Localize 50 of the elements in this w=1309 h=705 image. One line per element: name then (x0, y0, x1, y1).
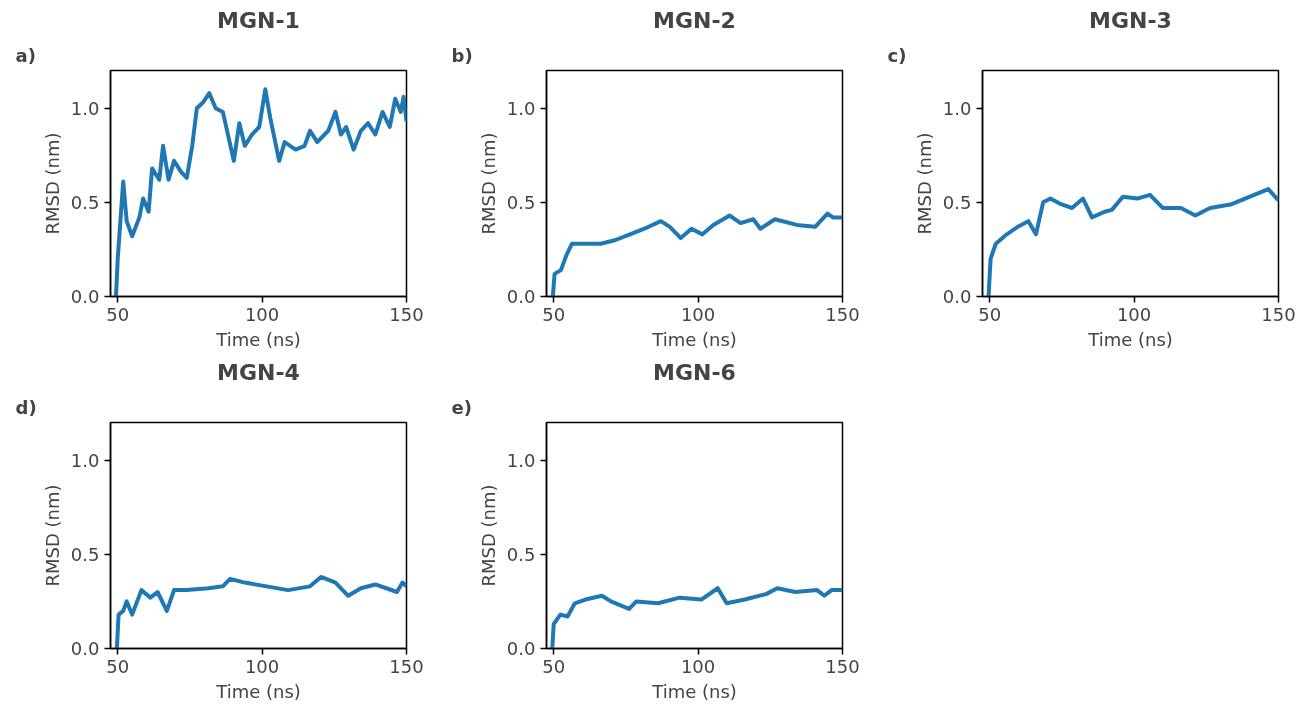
x-tick-label: 50 (106, 655, 130, 677)
x-tick-label: 150 (1261, 303, 1296, 325)
y-axis-title: RMSD (nm) (477, 132, 499, 235)
x-axis-title: Time (ns) (215, 680, 301, 702)
text: a) (15, 44, 36, 66)
chart-title: MGN-6 (653, 359, 736, 385)
chart-title: MGN-2 (653, 7, 736, 33)
x-tick-label: 150 (389, 655, 424, 677)
chart-title: MGN-4 (217, 359, 300, 385)
y-tick-label: 0.5 (942, 191, 972, 213)
y-tick-label: 1.0 (70, 449, 100, 471)
x-axis-title: Time (ns) (651, 680, 737, 702)
y-tick-label: 0.5 (506, 543, 536, 565)
y-tick-label: 0.5 (506, 191, 536, 213)
x-tick-label: 50 (542, 303, 566, 325)
y-axis-title: RMSD (nm) (41, 484, 63, 587)
y-axis-title: RMSD (nm) (477, 484, 499, 587)
y-tick-label: 0.0 (942, 286, 972, 307)
text: c) (887, 44, 907, 66)
x-tick-label: 50 (978, 303, 1002, 325)
y-tick-label: 0.0 (70, 638, 100, 659)
x-tick-label: 100 (244, 303, 280, 325)
x-tick-label: 100 (680, 303, 716, 325)
y-tick-label: 0.5 (70, 191, 100, 213)
x-tick-label: 50 (106, 303, 130, 325)
y-tick-label: 0.0 (506, 286, 536, 307)
x-axis-title: Time (ns) (215, 328, 301, 350)
text: e) (451, 396, 472, 418)
x-tick-label: 50 (542, 655, 566, 677)
x-tick-label: 100 (680, 655, 716, 677)
y-tick-label: 1.0 (942, 97, 972, 119)
chart-title: MGN-3 (1089, 7, 1172, 33)
x-axis-title: Time (ns) (1087, 328, 1173, 350)
x-tick-label: 100 (1116, 303, 1152, 325)
x-tick-label: 100 (244, 655, 280, 677)
y-axis-title: RMSD (nm) (913, 132, 935, 235)
y-tick-label: 1.0 (506, 97, 536, 119)
y-axis-title: RMSD (nm) (41, 132, 63, 235)
y-tick-label: 1.0 (70, 97, 100, 119)
text: d) (15, 396, 37, 418)
x-tick-label: 150 (825, 303, 860, 325)
y-tick-label: 1.0 (506, 449, 536, 471)
y-tick-label: 0.5 (70, 543, 100, 565)
x-tick-label: 150 (825, 655, 860, 677)
x-axis-title: Time (ns) (651, 328, 737, 350)
chart-title: MGN-1 (217, 7, 300, 33)
x-tick-label: 150 (389, 303, 424, 325)
y-tick-label: 0.0 (70, 286, 100, 307)
text: b) (451, 44, 473, 66)
y-tick-label: 0.0 (506, 638, 536, 659)
